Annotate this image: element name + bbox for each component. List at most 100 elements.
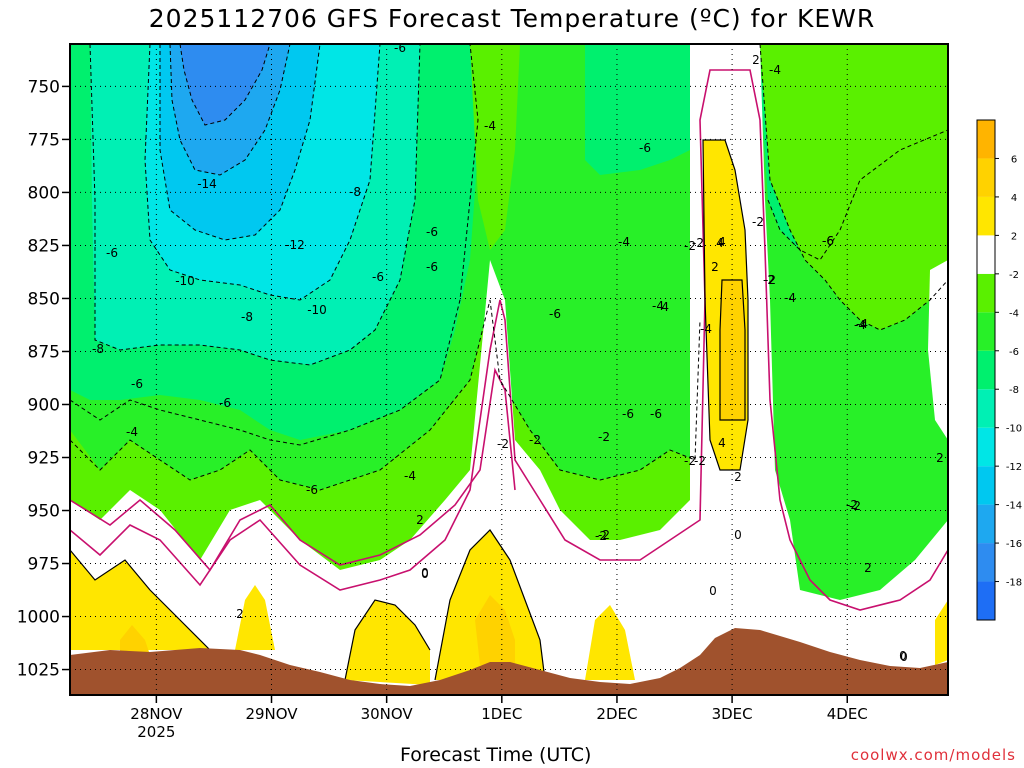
region-minus8-to-minus6 — [585, 44, 690, 175]
colorbar-swatch — [977, 120, 995, 159]
colorbar-label: -12 — [1006, 462, 1022, 473]
colorbar-label: -16 — [1006, 539, 1022, 550]
contour-label: 0 — [709, 584, 717, 598]
source-credit: coolwx.com/models — [850, 746, 1016, 764]
colorbar-label: -4 — [1009, 308, 1019, 319]
contour-label: -6 — [549, 307, 561, 321]
contour-label: -2 — [598, 430, 610, 444]
region-2-to-4 — [345, 600, 430, 685]
ground-surface — [70, 628, 948, 695]
x-axis-label: Forecast Time (UTC) — [400, 744, 592, 766]
contour-label: 4 — [718, 436, 726, 450]
isotherm-4C — [719, 279, 746, 421]
contour-label: 4 — [716, 236, 724, 250]
colorbar-label: -6 — [1009, 347, 1019, 358]
contour-label: -2 — [684, 454, 696, 468]
y-tick-label: 975 — [28, 555, 60, 575]
y-tick-label: 750 — [28, 77, 60, 97]
region-minus2-to-2 — [928, 260, 948, 440]
colorbar-label: 2 — [1011, 231, 1017, 242]
region-minus4-to-minus2 — [470, 44, 520, 250]
x-tick-label: 29NOV — [245, 705, 298, 723]
colorbar-swatch — [977, 350, 995, 390]
contour-label: -6 — [394, 41, 406, 55]
colorbar-swatch — [977, 504, 995, 544]
contour-label: -4 — [769, 63, 781, 77]
contour-label: 2 — [864, 561, 872, 575]
y-tick-label: 1025 — [17, 661, 60, 681]
isotherm-minus4C — [70, 44, 479, 446]
y-axis-ticks: 750 775 800 825 850 875 900 925 950 975 1000 1025 — [17, 77, 70, 681]
plot-frame — [69, 43, 949, 696]
y-tick-label: 825 — [28, 236, 60, 256]
colorbar-swatch — [977, 158, 995, 197]
contour-label: -6 — [426, 260, 438, 274]
colorbar-swatch — [977, 312, 995, 351]
colorbar-swatch — [977, 389, 995, 428]
contour-label: -6 — [822, 234, 834, 248]
colorbar-label: 4 — [1011, 193, 1017, 204]
contour-label: 2 — [936, 451, 944, 465]
region-minus2-to-2 — [690, 44, 948, 695]
contour-label: -2 — [497, 437, 509, 451]
contour-label: -2 — [694, 454, 706, 468]
contour-label: -2 — [598, 528, 610, 542]
contour-label: -6 — [219, 396, 231, 410]
isotherm-minus12C — [169, 44, 291, 176]
x-tick-label: 1DEC — [481, 705, 522, 723]
contour-labels: -6 -6 -4 -6 -14 -8 -12 -6 -10 -6 -6 -8 -10 -6 -8 -6 -6 -4… — [92, 41, 944, 664]
isotherm-minus8C — [144, 44, 381, 301]
region-2-to-4 — [70, 550, 210, 650]
isotherm-minus14C — [179, 44, 271, 126]
x-tick-label: 4DEC — [827, 705, 868, 723]
colorbar-label: -14 — [1006, 501, 1022, 512]
contour-label: -2 — [849, 499, 861, 513]
y-tick-label: 800 — [28, 183, 60, 203]
contour-label: -2 — [846, 498, 858, 512]
contour-label: -6 — [622, 407, 634, 421]
region-2-to-4 — [585, 605, 635, 680]
y-tick-label: 850 — [28, 289, 60, 309]
isotherm-0C-upper — [70, 367, 516, 572]
contour-label: 2 — [752, 53, 760, 67]
isotherm-2C-low — [434, 529, 546, 681]
contour-label: -6 — [426, 225, 438, 239]
isotherm-minus2C — [70, 299, 701, 491]
contour-label: -4 — [784, 291, 796, 305]
contour-label: -6 — [372, 270, 384, 284]
gridlines — [70, 44, 948, 695]
contour-label: -8 — [92, 342, 104, 356]
contour-label: -6 — [639, 141, 651, 155]
x-tick-label: 28NOV — [130, 705, 183, 723]
contour-label: 2 — [416, 513, 424, 527]
contour-label: -4 — [700, 322, 712, 336]
isotherm-minus10C — [159, 44, 321, 241]
contour-label: -12 — [285, 238, 305, 252]
colorbar-label: -18 — [1006, 578, 1022, 589]
contour-label: -2 — [595, 529, 607, 543]
contour-label: -10 — [175, 274, 195, 288]
contour-label: -6 — [650, 407, 662, 421]
region-2-to-4 — [935, 600, 948, 665]
contour-label: -2 — [763, 273, 775, 287]
contour-label: 0 — [421, 566, 429, 580]
region-minus4-to-minus2 — [760, 44, 948, 330]
contour-label: -4 — [618, 235, 630, 249]
chart-title: 2025112706 GFS Forecast Temperature (ºC)… — [148, 4, 876, 33]
isotherm-0C — [70, 69, 948, 611]
x-tick-label: 30NOV — [361, 705, 414, 723]
colorbar: -18 -16 -14 -12 -10 -8 -6 -4 -2 2 4 6 — [976, 119, 1022, 621]
contour-label: 0 — [421, 567, 429, 581]
x-tick-sublabel: 2025 — [137, 723, 175, 741]
contour-label: -6 — [131, 377, 143, 391]
contour-label: -8 — [349, 185, 361, 199]
colorbar-label: -8 — [1009, 385, 1019, 396]
contour-label: -2 — [692, 236, 704, 250]
y-tick-label: 900 — [28, 395, 60, 415]
contour-label: 4 — [718, 235, 726, 249]
contour-label: -2 — [752, 215, 764, 229]
region-minus2-to-2 — [70, 260, 700, 695]
contour-label: 2 — [236, 607, 244, 621]
